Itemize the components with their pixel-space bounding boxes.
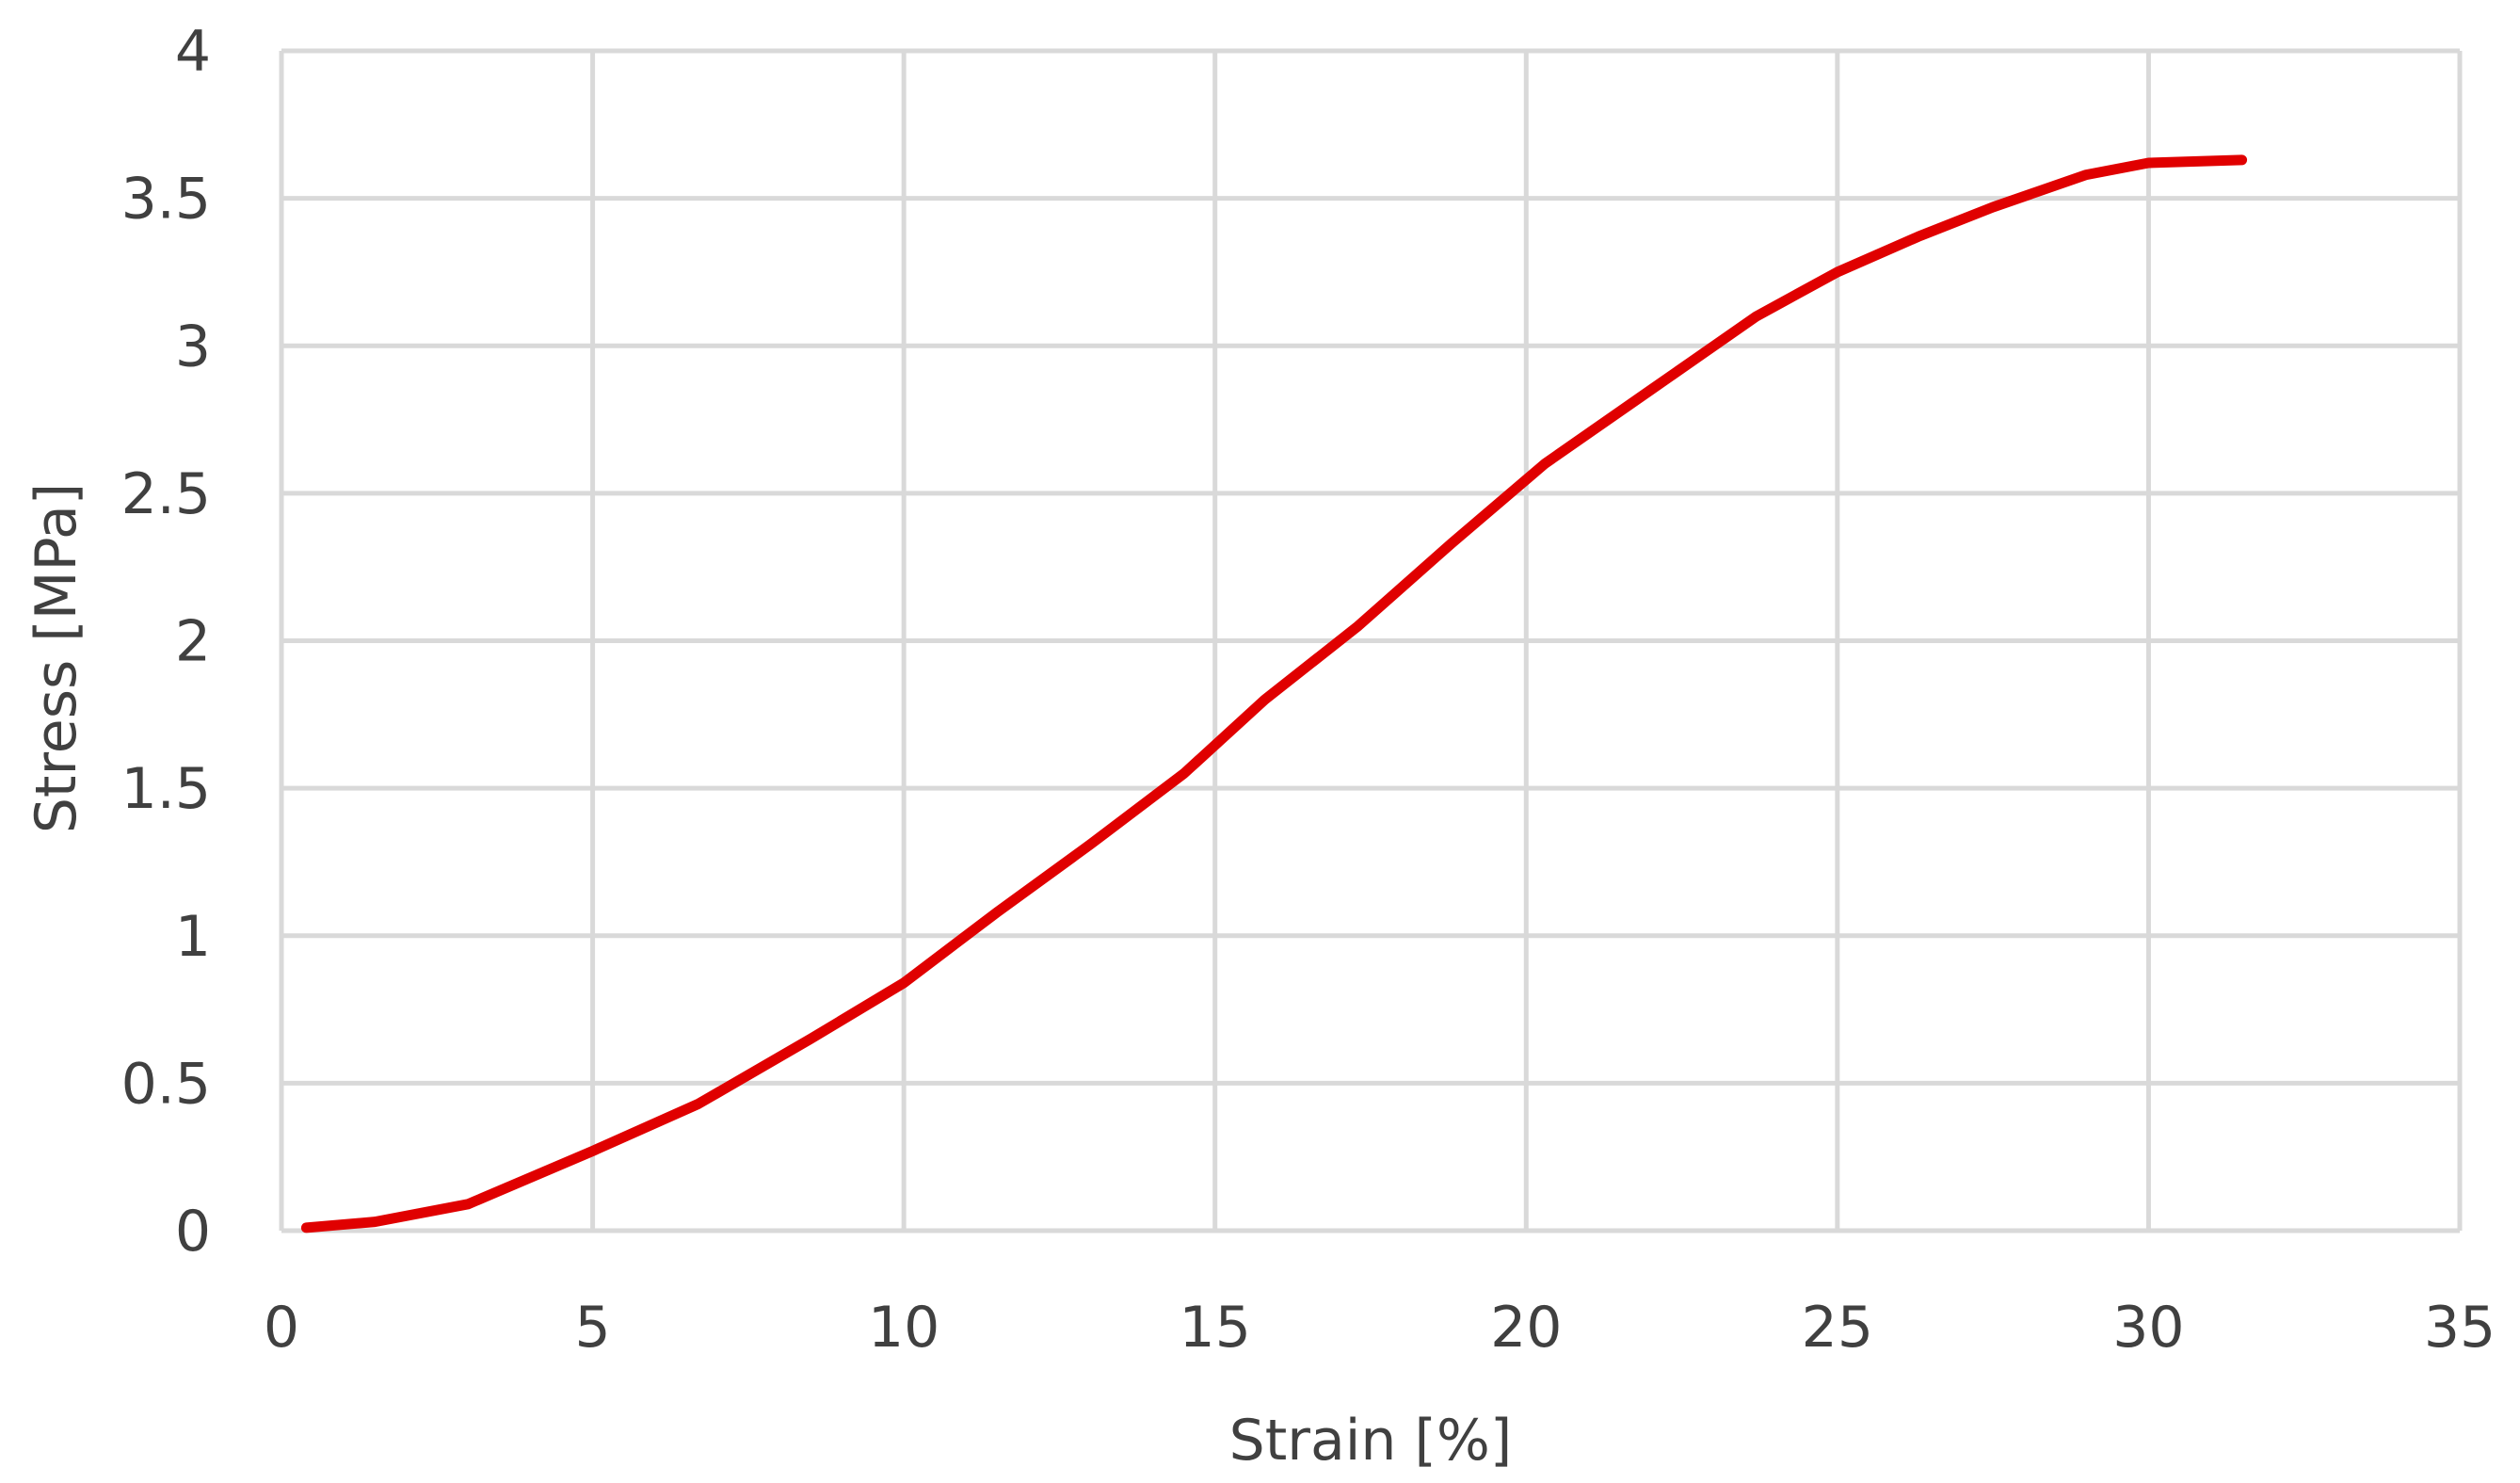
x-tick-label: 0 (264, 1295, 299, 1361)
x-tick-label: 25 (1802, 1295, 1873, 1361)
y-tick-label: 3.5 (121, 167, 211, 233)
y-tick-label: 4 (175, 19, 211, 85)
y-tick-label: 2.5 (121, 461, 211, 527)
x-tick-label: 30 (2112, 1295, 2184, 1361)
gridlines (279, 48, 2463, 1233)
y-tick-label: 0.5 (121, 1051, 211, 1117)
y-tick-label: 2 (175, 609, 211, 675)
x-tick-label: 20 (1490, 1295, 1562, 1361)
y-tick-label: 1.5 (121, 756, 211, 822)
x-tick-labels: 0 5 10 15 20 25 30 35 (264, 1295, 2496, 1361)
y-tick-label: 1 (175, 904, 211, 970)
x-tick-label: 15 (1180, 1295, 1251, 1361)
y-tick-label: 3 (175, 314, 211, 379)
y-tick-labels: 0 0.5 1 1.5 2 2.5 3 3.5 4 (121, 19, 211, 1265)
x-tick-label: 10 (868, 1295, 939, 1361)
x-axis-title: Strain [%] (1229, 1408, 1513, 1474)
series-line-0 (300, 154, 2248, 1233)
series-group (300, 154, 2248, 1233)
y-tick-label: 0 (175, 1199, 211, 1265)
x-tick-label: 5 (574, 1295, 610, 1361)
y-axis-title: Stress [MPa] (24, 483, 89, 833)
x-tick-label: 35 (2424, 1295, 2496, 1361)
